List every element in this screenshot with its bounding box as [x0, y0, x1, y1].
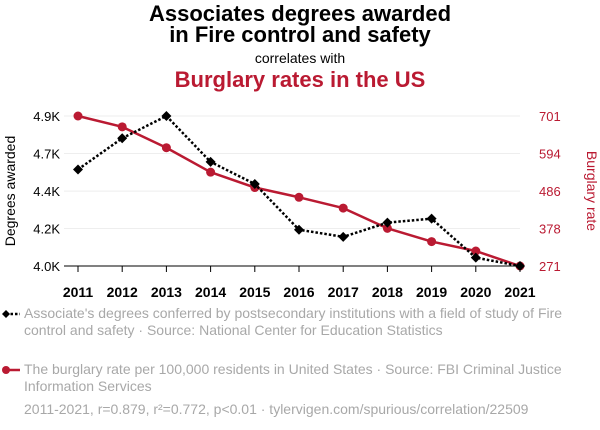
- legend-swatch-1-marker: [2, 310, 10, 318]
- chart-title-line-3: Burglary rates in the US: [174, 67, 426, 92]
- series-2-point-2014: [206, 167, 216, 177]
- x-tick-label-2018: 2018: [372, 284, 403, 300]
- series-2-point-2011: [73, 111, 83, 121]
- chart-subtitle: correlates with: [254, 50, 346, 66]
- legend-label-2: The burglary rate per 100,000 residents …: [24, 361, 562, 394]
- series-2-point-2012: [117, 122, 127, 132]
- series-2-point-2018: [382, 223, 392, 233]
- y-right-tick-label-2: 486: [539, 184, 561, 199]
- x-tick-label-2016: 2016: [283, 284, 314, 300]
- series-1-point-2018: [382, 217, 393, 228]
- y-left-tick-label-3: 4.7K: [33, 147, 60, 162]
- chart-title-line-1: Associates degrees awarded: [148, 1, 452, 26]
- y-right-tick-label-1: 378: [539, 222, 561, 237]
- y-left-tick-label-1: 4.2K: [33, 221, 60, 236]
- x-tick-label-2012: 2012: [107, 284, 138, 300]
- series-2-point-2019: [427, 237, 437, 247]
- series-1-point-2019: [426, 213, 437, 224]
- legend-label-1: Associate's degrees conferred by postsec…: [24, 305, 563, 338]
- series-1-point-2020: [470, 252, 481, 263]
- series-1-point-2014: [205, 156, 216, 167]
- y-right-tick-label-0: 271: [539, 259, 561, 274]
- legend-swatch-2-marker: [2, 366, 10, 374]
- series-2-point-2016: [294, 192, 304, 202]
- y-left-axis-label: Degrees awarded: [2, 136, 18, 247]
- x-tick-label-2013: 2013: [151, 284, 182, 300]
- x-tick-label-2017: 2017: [328, 284, 359, 300]
- y-right-tick-label-4: 701: [539, 109, 561, 124]
- x-tick-label-2011: 2011: [63, 284, 94, 300]
- series-1-point-2017: [338, 231, 349, 242]
- y-left-tick-label-2: 4.4K: [33, 184, 60, 199]
- series-1-point-2015: [249, 178, 260, 189]
- series-1-point-2021: [515, 261, 525, 271]
- series-2-point-2020: [471, 246, 481, 256]
- y-right-tick-label-3: 594: [539, 146, 561, 161]
- x-tick-label-2015: 2015: [239, 284, 270, 300]
- y-right-axis-label: Burglary rate: [584, 151, 600, 231]
- series-1-point-2012: [117, 133, 128, 144]
- y-left-tick-label-0: 4.0K: [33, 259, 60, 274]
- chart-footer: 2011-2021, r=0.879, r²=0.772, p<0.01 · t…: [24, 401, 529, 417]
- chart-title-line-2: in Fire control and safety: [169, 22, 431, 47]
- y-left-tick-label-4: 4.9K: [33, 109, 60, 124]
- x-tick-label-2020: 2020: [460, 284, 491, 300]
- x-tick-label-2021: 2021: [504, 284, 535, 300]
- series-2-point-2017: [338, 203, 348, 213]
- x-tick-label-2019: 2019: [416, 284, 447, 300]
- series-1-point-2011: [73, 164, 83, 175]
- x-tick-label-2014: 2014: [195, 284, 226, 300]
- series-1-point-2013: [161, 111, 172, 121]
- series-1-point-2016: [294, 224, 304, 235]
- series-2-point-2013: [161, 143, 171, 153]
